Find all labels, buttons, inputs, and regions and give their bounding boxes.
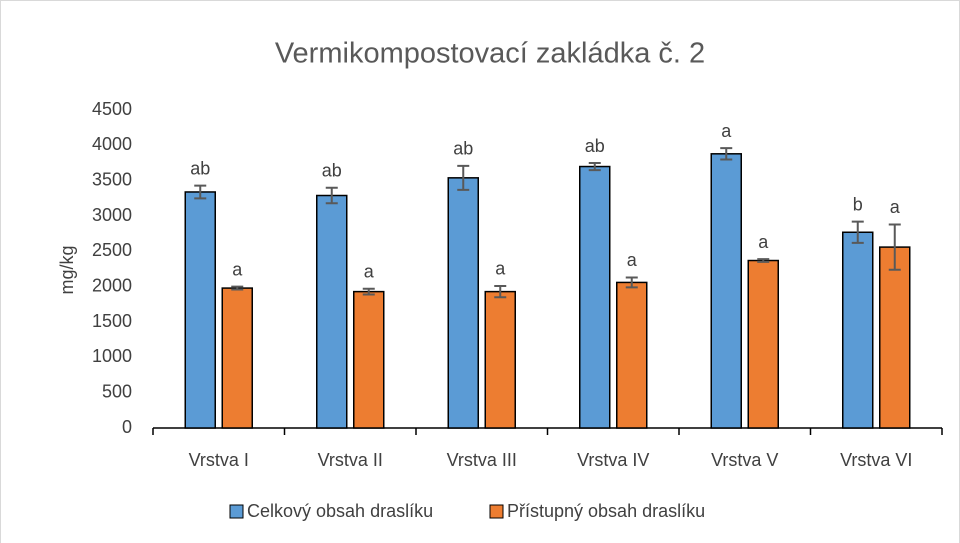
x-tick-label: Vrstva I (189, 450, 249, 470)
y-tick-label: 2500 (92, 240, 132, 260)
y-tick-label: 4000 (92, 134, 132, 154)
chart-title: Vermikompostovací zakládka č. 2 (275, 38, 705, 70)
x-tick-label: Vrstva VI (840, 450, 912, 470)
error-bar (194, 184, 207, 200)
bar (842, 231, 874, 429)
error-bar (888, 223, 901, 271)
bar (221, 287, 253, 429)
bar (184, 191, 216, 429)
y-tick-label: 1500 (92, 311, 132, 331)
error-bar (588, 162, 601, 172)
bar (484, 290, 516, 429)
x-tick-label: Vrstva III (447, 450, 517, 470)
bar (710, 153, 742, 429)
significance-letter: ab (453, 139, 473, 159)
y-tick-label: 3000 (92, 205, 132, 225)
x-tick-label: Vrstva V (711, 450, 778, 470)
significance-letter: ab (322, 160, 342, 180)
y-tick-label: 3500 (92, 169, 132, 189)
bar (447, 177, 479, 429)
bar (879, 246, 911, 429)
y-tick-label: 0 (122, 417, 132, 437)
significance-letter: ab (190, 158, 210, 178)
bar (579, 165, 611, 429)
error-bar (231, 285, 244, 291)
error-bar (757, 258, 770, 263)
error-bar (625, 276, 638, 289)
y-axis-label: mg/kg (57, 245, 77, 294)
legend-label: Celkový obsah draslíku (247, 501, 433, 521)
y-tick-label: 500 (102, 381, 132, 401)
y-tick-label: 4500 (92, 99, 132, 119)
error-bar (325, 186, 338, 205)
x-tick-label: Vrstva IV (577, 450, 649, 470)
significance-letter: a (232, 259, 243, 279)
x-tick-label: Vrstva II (318, 450, 383, 470)
error-bar (494, 284, 507, 299)
bar (616, 281, 648, 429)
significance-letter: a (721, 121, 732, 141)
legend-label: Přístupný obsah draslíku (507, 501, 705, 521)
significance-letter: a (627, 250, 638, 270)
significance-letter: b (853, 194, 863, 214)
error-bar (851, 220, 864, 244)
significance-letter: a (495, 259, 506, 279)
error-bar (457, 164, 470, 191)
bar (316, 194, 348, 429)
bar (747, 259, 779, 429)
bar (353, 290, 385, 429)
legend-swatch (229, 504, 244, 519)
legend-swatch (489, 504, 504, 519)
significance-letter: ab (585, 136, 605, 156)
significance-letter: a (364, 262, 375, 282)
error-bar (720, 147, 733, 161)
significance-letter: a (890, 197, 901, 217)
y-tick-label: 1000 (92, 346, 132, 366)
y-tick-label: 2000 (92, 275, 132, 295)
error-bar (362, 287, 375, 296)
significance-letter: a (758, 232, 769, 252)
